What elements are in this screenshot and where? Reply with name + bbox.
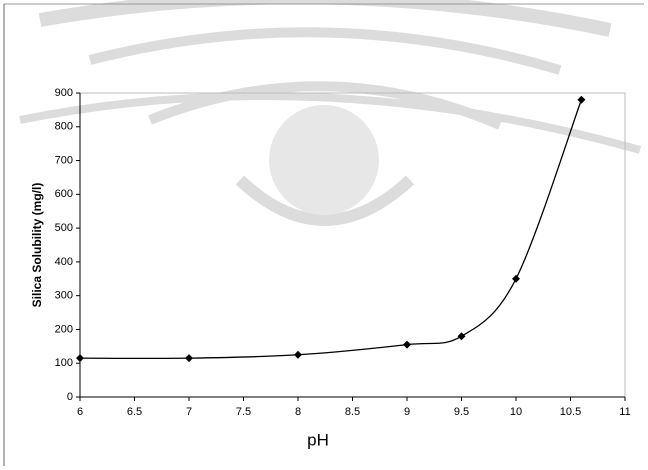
- watermark-arc: [235, 175, 415, 226]
- y-tick-label: 900: [55, 87, 73, 99]
- watermark-arc: [38, 0, 612, 37]
- y-tick-label: 800: [55, 121, 73, 133]
- watermark-arc: [88, 27, 562, 75]
- x-tick-label: 11: [619, 406, 630, 418]
- x-tick-label: 6: [77, 406, 83, 418]
- x-tick-label: 10.5: [560, 406, 581, 418]
- data-point: [76, 354, 84, 363]
- y-tick-label: 600: [55, 188, 73, 200]
- x-tick-label: 8: [295, 406, 301, 418]
- data-point: [577, 95, 586, 104]
- watermark: [19, 0, 642, 226]
- data-point: [457, 332, 466, 341]
- x-tick-label: 8.5: [345, 406, 360, 418]
- data-point: [294, 350, 302, 359]
- y-tick-label: 500: [55, 222, 73, 234]
- y-tick-label: 0: [67, 391, 73, 403]
- y-axis-label: Silica Solubility (mg/l): [30, 183, 44, 308]
- data-point: [403, 340, 411, 349]
- watermark-arc: [19, 92, 642, 154]
- x-tick-label: 10: [510, 406, 522, 418]
- y-tick-label: 300: [55, 290, 73, 302]
- x-tick-label: 7: [186, 406, 192, 418]
- data-point: [185, 354, 193, 363]
- x-tick-label: 9: [404, 406, 410, 418]
- x-tick-label: 6.5: [127, 406, 142, 418]
- data-point: [512, 274, 520, 283]
- x-axis-label: pH: [307, 430, 329, 449]
- y-tick-label: 100: [55, 357, 73, 369]
- y-tick-label: 400: [55, 256, 73, 268]
- x-tick-label: 9.5: [454, 406, 469, 418]
- y-tick-label: 700: [55, 154, 73, 166]
- watermark-eye: [269, 105, 379, 215]
- x-tick-label: 7.5: [236, 406, 251, 418]
- y-tick-label: 200: [55, 323, 73, 335]
